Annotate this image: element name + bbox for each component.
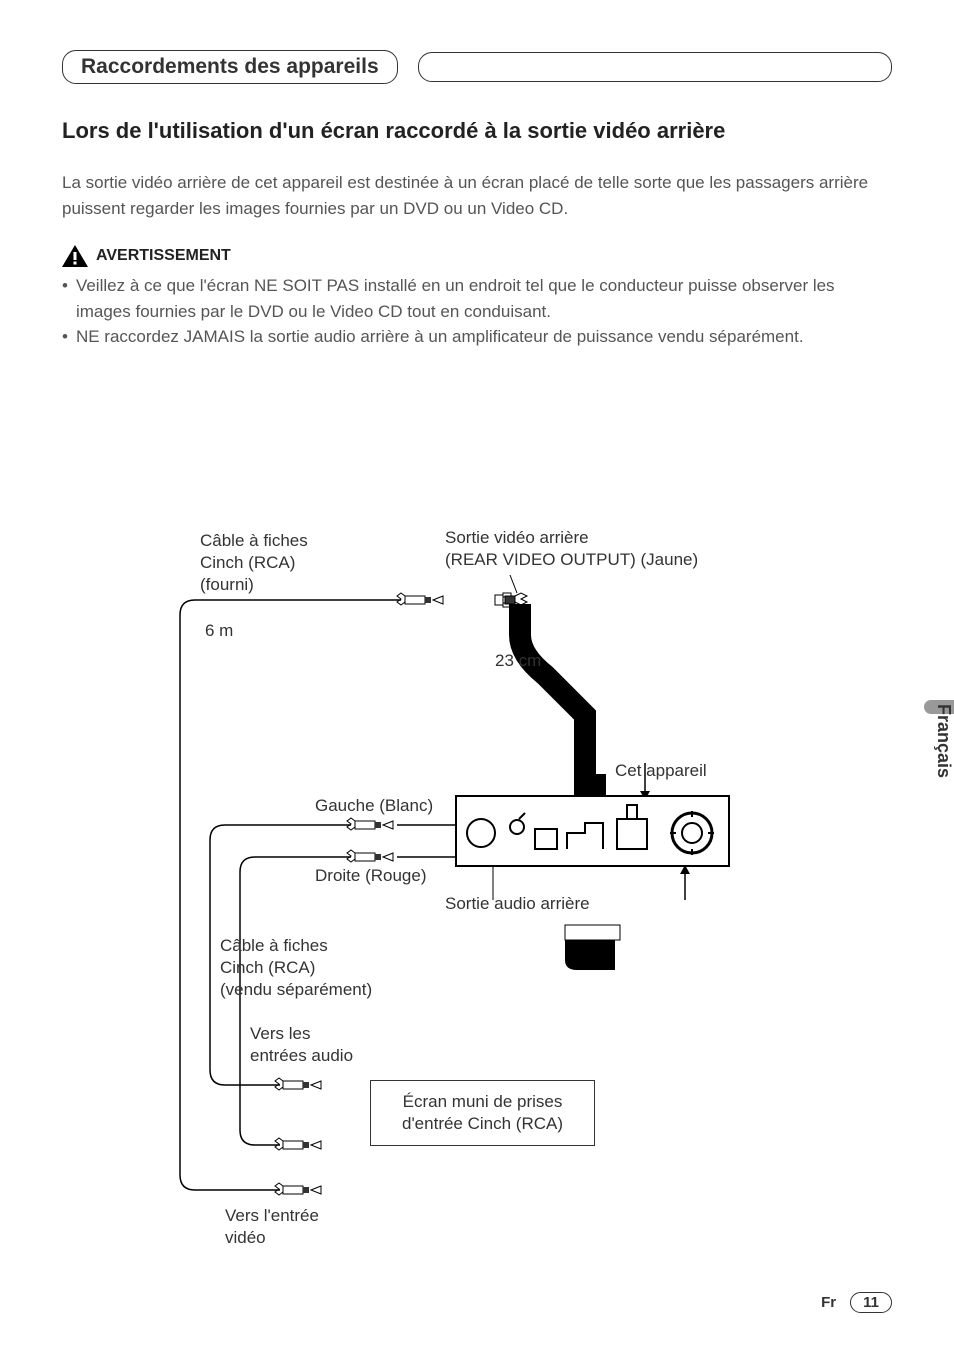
warning-icon <box>62 245 88 267</box>
page-footer: Fr 11 <box>821 1292 892 1313</box>
footer-language: Fr <box>821 1294 836 1311</box>
label-right-red: Droite (Rouge) <box>315 865 427 887</box>
screen-box-label: Écran muni de prises d'entrée Cinch (RCA… <box>402 1092 563 1133</box>
diagram-wiring <box>165 505 785 1265</box>
footer-page-number: 11 <box>850 1292 892 1313</box>
intro-paragraph: La sortie vidéo arrière de cet appareil … <box>62 170 892 221</box>
label-rca-supplied: Câble à fiches Cinch (RCA) (fourni) <box>200 530 308 596</box>
connection-diagram: Écran muni de prises d'entrée Cinch (RCA… <box>165 505 785 1265</box>
screen-with-rca-box: Écran muni de prises d'entrée Cinch (RCA… <box>370 1080 595 1146</box>
label-rca-sold-sep: Câble à fiches Cinch (RCA) (vendu séparé… <box>220 935 372 1001</box>
device-box <box>455 795 730 867</box>
label-this-device: Cet appareil <box>615 760 707 782</box>
warning-title: AVERTISSEMENT <box>96 247 231 265</box>
label-to-video-in: Vers l'entrée vidéo <box>225 1205 319 1249</box>
label-left-white: Gauche (Blanc) <box>315 795 433 817</box>
label-to-audio-in: Vers les entrées audio <box>250 1023 353 1067</box>
label-6m: 6 m <box>205 620 233 642</box>
section-title: Raccordements des appareils <box>62 50 398 84</box>
warning-block: AVERTISSEMENT Veillez à ce que l'écran N… <box>62 245 892 350</box>
warning-item: NE raccordez JAMAIS la sortie audio arri… <box>76 324 804 350</box>
language-side-tab: Français <box>933 690 954 792</box>
label-rear-video-out: Sortie vidéo arrière (REAR VIDEO OUTPUT)… <box>445 527 698 571</box>
label-23cm: 23 cm <box>495 650 541 672</box>
warning-item: Veillez à ce que l'écran NE SOIT PAS ins… <box>76 273 892 324</box>
warning-list: Veillez à ce que l'écran NE SOIT PAS ins… <box>62 273 892 350</box>
page-heading: Lors de l'utilisation d'un écran raccord… <box>62 118 725 144</box>
empty-tab <box>418 52 892 82</box>
label-rear-audio-out: Sortie audio arrière <box>445 893 590 915</box>
